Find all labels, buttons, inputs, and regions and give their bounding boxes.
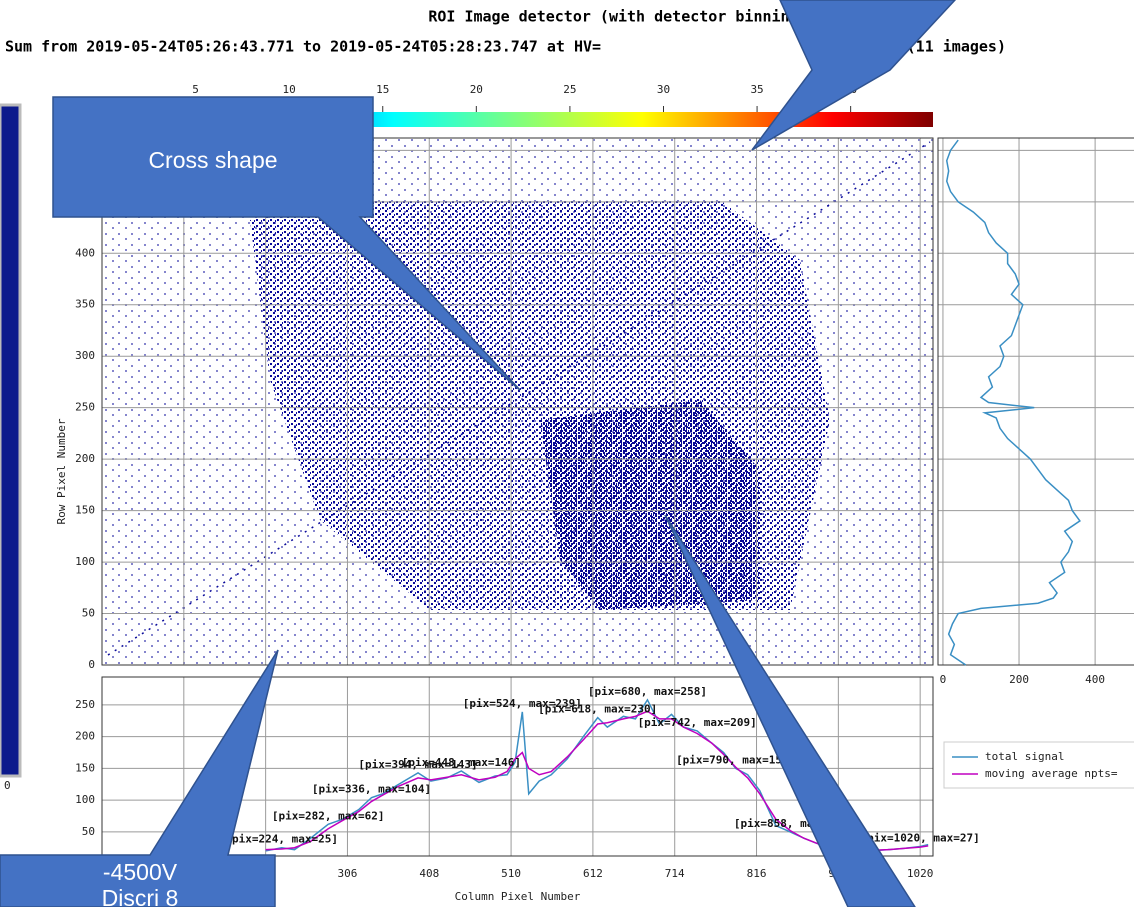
annotation: [pix=680, max=258] [588, 685, 707, 698]
colorbar-tick-label: 30 [657, 83, 670, 96]
colorbar-tick-label: 10 [283, 83, 296, 96]
colorbar-tick-label: 15 [376, 83, 389, 96]
x-axis-label: Column Pixel Number [455, 890, 581, 903]
y-tick-label: 150 [75, 504, 95, 517]
y-tick-label: 100 [75, 555, 95, 568]
colorbar-tick-label: 20 [470, 83, 483, 96]
x-tick-label: 306 [338, 867, 358, 880]
annotation: [pix=1020, max=27] [861, 831, 980, 844]
chart-subtitle: Sum from 2019-05-24T05:26:43.771 to 2019… [5, 38, 601, 56]
callout-text: Cross shape [148, 147, 277, 173]
chart-title: ROI Image detector (with detector binnin… [428, 8, 807, 26]
y-tick-label: 150 [75, 761, 95, 774]
callout-text: Discri 8 [102, 885, 179, 907]
screenshot: 0 ROI Image detector (with detector binn… [0, 0, 1134, 907]
y-tick-label: 200 [75, 452, 95, 465]
legend-label: moving average npts= [985, 767, 1118, 780]
y-tick-label: 50 [82, 825, 95, 838]
x-tick-label: 714 [665, 867, 685, 880]
y-tick-label: 300 [75, 349, 95, 362]
y-tick-label: 100 [75, 793, 95, 806]
legend-box [944, 742, 1134, 788]
y-tick-label: 50 [82, 607, 95, 620]
x-tick-label: 816 [747, 867, 767, 880]
chart-subtitle: (11 images) [907, 38, 1006, 56]
annotation: [pix=336, max=104] [312, 783, 431, 796]
annotation: [pix=448, max=146] [402, 756, 521, 769]
x-tick-label: 510 [501, 867, 521, 880]
x-tick-label: 200 [1009, 673, 1029, 686]
y-tick-label: 250 [75, 698, 95, 711]
y-tick-label: 250 [75, 401, 95, 414]
x-tick-label: 400 [1085, 673, 1105, 686]
x-tick-label: 612 [583, 867, 603, 880]
x-tick-label: 408 [419, 867, 439, 880]
y-axis-label: Row Pixel Number [55, 418, 68, 524]
x-tick-label: 0 [940, 673, 947, 686]
y-tick-label: 0 [88, 658, 95, 671]
annotation: [pix=742, max=209] [638, 716, 757, 729]
x-tick-label: 1020 [907, 867, 934, 880]
profile-frame [938, 138, 1134, 665]
annotation: [pix=282, max=62] [272, 809, 385, 822]
callout-text: -4500V [103, 859, 178, 885]
annotation: [pix=224, max=25] [225, 833, 338, 846]
colorbar-tick-label: 35 [750, 83, 763, 96]
y-tick-label: 200 [75, 730, 95, 743]
y-tick-label: 350 [75, 298, 95, 311]
annotation: [pix=618, max=230] [538, 703, 657, 716]
colorbar-tick-label: 5 [192, 83, 199, 96]
side-image [0, 105, 20, 776]
side-label: 0 [4, 779, 11, 792]
colorbar-tick-label: 25 [563, 83, 576, 96]
y-tick-label: 400 [75, 246, 95, 259]
legend-label: total signal [985, 750, 1064, 763]
profile-line [947, 140, 1080, 665]
